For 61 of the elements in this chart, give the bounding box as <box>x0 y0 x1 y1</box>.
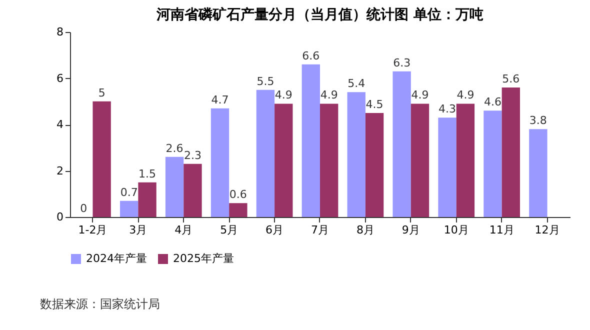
bar <box>392 71 411 217</box>
data-label: 6.3 <box>393 56 411 70</box>
data-label: 0 <box>80 202 88 215</box>
bar <box>229 203 248 217</box>
data-label: 4.6 <box>484 96 502 109</box>
bar <box>365 112 384 217</box>
legend-label: 2024年产量 <box>86 252 147 265</box>
x-tick-label: 7月 <box>311 224 329 236</box>
x-tick-label: 3月 <box>129 224 148 236</box>
x-tick-label: 10月 <box>444 224 469 236</box>
data-label: 1.5 <box>138 167 156 180</box>
bar <box>184 164 202 217</box>
bar <box>347 92 366 217</box>
bar <box>456 104 475 217</box>
x-tick-label: 12月 <box>534 224 560 236</box>
data-label: 5.5 <box>256 74 274 88</box>
bar <box>502 88 520 217</box>
data-label: 3.8 <box>529 114 547 128</box>
data-label: 6.6 <box>302 49 320 62</box>
bar <box>484 110 502 217</box>
bar <box>274 104 293 217</box>
x-tick-label: 11月 <box>489 224 514 236</box>
data-label: 5.4 <box>348 77 366 90</box>
x-tick-label: 6月 <box>266 224 284 236</box>
data-label: 5 <box>98 86 106 100</box>
data-label: 4.3 <box>438 102 456 116</box>
bar <box>320 104 338 217</box>
data-label: 4.5 <box>366 98 384 111</box>
chart-title: 河南省磷矿石产量分月（当月值）统计图 单位：万吨 <box>156 6 484 23</box>
data-label: 4.9 <box>320 88 338 102</box>
x-tick-label: 8月 <box>356 224 374 236</box>
legend-label: 2025年产量 <box>173 252 234 265</box>
data-label: 2.3 <box>184 148 202 162</box>
y-tick-label: 0 <box>56 210 64 224</box>
bar <box>92 101 111 217</box>
data-label: 4.9 <box>411 88 429 102</box>
data-label: 2.6 <box>166 142 184 155</box>
data-label: 4.9 <box>456 88 474 102</box>
x-tick-label: 4月 <box>174 224 193 236</box>
x-tick-label: 5月 <box>220 224 238 236</box>
y-tick-label: 4 <box>56 118 64 131</box>
bar <box>138 182 156 217</box>
data-label: 0.7 <box>120 186 138 199</box>
bar <box>256 90 275 217</box>
bar <box>410 104 430 217</box>
bar <box>302 64 320 217</box>
data-label: 4.7 <box>211 93 229 106</box>
x-tick-label: 9月 <box>402 224 420 236</box>
bar <box>438 118 456 217</box>
x-tick-label: 1-2月 <box>78 224 108 236</box>
y-tick-label: 8 <box>56 26 64 38</box>
y-tick-label: 6 <box>56 72 64 85</box>
bar <box>120 200 138 217</box>
data-label: 5.6 <box>502 72 520 86</box>
bar <box>529 129 548 217</box>
y-tick-label: 2 <box>56 164 64 178</box>
bar <box>210 108 230 217</box>
bar <box>165 156 184 217</box>
data-label: 4.9 <box>274 88 292 102</box>
data-label: 0.6 <box>229 188 247 202</box>
source-note: 数据来源：国家统计局 <box>40 297 160 311</box>
